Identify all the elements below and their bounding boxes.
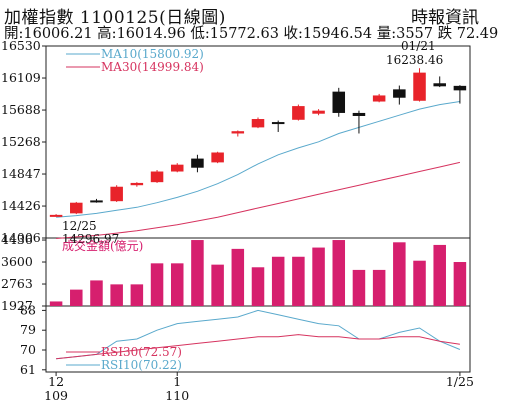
ma30-legend-label: MA30(14999.84) [101,60,204,74]
volume-bar [70,289,83,306]
volume-tick-label: 4436 [1,232,33,247]
volume-bar [110,284,123,306]
volume-tick-label: 3600 [1,254,33,269]
quote-line: 開:16006.21 高:16014.96 低:15772.63 收:15946… [4,26,499,42]
volume-bar [191,240,204,306]
candle-body [70,202,83,214]
volume-bar [372,269,386,306]
candle-body [393,89,406,98]
high-annotation-date: 01/21 [401,39,436,53]
x-tick-label: 1/25 [446,374,474,389]
low-annotation-value: 14296.97 [62,232,119,246]
candle-body [191,158,204,168]
volume-bar [170,263,184,306]
rsi-tick-label: 70 [20,342,36,357]
x-tick-sublabel: 109 [44,388,68,403]
volume-bar [130,284,144,306]
candle-body [130,182,144,186]
volume-tick-label: 2763 [1,276,33,291]
source-label: 時報資訊 [411,8,479,28]
rsi30-line [56,334,460,360]
candle-body [453,85,467,91]
plot-frame [45,45,471,373]
candle-body [352,112,366,116]
volume-bar [231,248,245,306]
volume-bar [292,256,305,306]
volume-bar [332,240,346,306]
ma10-legend-label: MA10(15800.92) [101,47,204,61]
volume-bar [413,260,426,306]
candle-body [251,119,265,128]
rsi-tick-label: 61 [20,362,36,377]
volume-panel-title: 成交金額(億元) [62,238,143,253]
price-tick-label: 16530 [1,38,41,53]
rsi10-legend-label: RSI10(70.22) [101,358,182,372]
price-tick-label: 14006 [1,230,41,245]
volume-bar [90,280,103,306]
x-tick-label: 12 [48,374,64,389]
rsi-tick-label: 79 [20,322,36,337]
price-tick-label: 15268 [1,134,41,149]
volume-tick-label: 1927 [1,298,33,313]
low-annotation-date: 12/25 [62,219,97,233]
price-tick-label: 14426 [1,198,41,213]
volume-bar [352,269,366,306]
candle-body [292,106,305,120]
high-annotation-value: 16238.46 [386,53,443,67]
candle-body [150,171,164,183]
chart-title: 加權指數 1100125(日線圖) [4,8,226,28]
volume-bar [312,247,325,306]
price-tick-label: 15688 [1,102,41,117]
candle-body [372,95,386,102]
volume-bar [49,301,63,306]
x-tick-label: 1 [173,374,181,389]
candle-body [271,122,285,125]
candle-body [90,200,103,203]
volume-bar [271,256,285,306]
rsi30-legend-label: RSI30(72.57) [101,345,182,359]
candle-body [332,91,346,113]
candle-body [312,110,325,114]
price-tick-label: 14847 [1,166,41,181]
ma30-line [56,161,461,239]
price-tick-label: 16109 [1,70,41,85]
x-tick-sublabel: 110 [165,388,189,403]
volume-bar [453,262,467,306]
rsi10-line [56,309,461,360]
volume-bar [433,244,446,306]
candle-body [433,83,446,87]
volume-bar [393,242,406,306]
volume-bar [211,264,224,306]
volume-bar [251,267,265,306]
candle-body [110,186,123,202]
candle-body [413,72,426,101]
candle-body [49,214,63,217]
candle-body [231,131,245,134]
volume-bar [150,263,164,306]
candle-body [170,164,184,172]
rsi-tick-label: 88 [20,302,36,317]
candle-body [211,152,224,163]
ma10-line [56,101,460,218]
